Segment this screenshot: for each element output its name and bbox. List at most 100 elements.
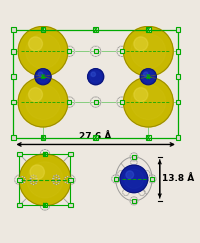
Circle shape: [67, 56, 68, 57]
Circle shape: [41, 44, 42, 45]
Circle shape: [143, 85, 144, 86]
Circle shape: [120, 96, 121, 97]
Circle shape: [39, 57, 40, 58]
Circle shape: [91, 48, 92, 49]
Circle shape: [17, 184, 18, 185]
Circle shape: [127, 51, 128, 52]
Circle shape: [39, 65, 40, 66]
Circle shape: [44, 89, 45, 90]
Circle shape: [119, 181, 120, 182]
Circle shape: [39, 96, 40, 97]
Circle shape: [59, 181, 60, 182]
FancyBboxPatch shape: [41, 27, 45, 32]
Circle shape: [73, 54, 74, 55]
Circle shape: [126, 79, 173, 127]
Circle shape: [126, 171, 134, 179]
Circle shape: [41, 63, 42, 64]
Circle shape: [74, 176, 75, 177]
Circle shape: [46, 96, 47, 97]
Circle shape: [144, 57, 145, 58]
Circle shape: [66, 182, 67, 183]
Circle shape: [149, 89, 150, 90]
Circle shape: [123, 194, 124, 195]
Circle shape: [30, 165, 44, 179]
Circle shape: [46, 159, 47, 160]
Circle shape: [143, 59, 144, 60]
Circle shape: [123, 26, 173, 76]
Circle shape: [144, 96, 145, 97]
Circle shape: [26, 34, 60, 69]
Circle shape: [120, 56, 121, 57]
FancyBboxPatch shape: [176, 27, 180, 32]
Circle shape: [36, 69, 51, 85]
Circle shape: [44, 36, 45, 37]
Circle shape: [73, 105, 74, 106]
FancyBboxPatch shape: [11, 100, 16, 104]
Circle shape: [149, 36, 150, 37]
Circle shape: [46, 117, 47, 118]
FancyBboxPatch shape: [17, 152, 22, 156]
Circle shape: [143, 68, 144, 69]
FancyBboxPatch shape: [132, 155, 136, 159]
Circle shape: [151, 122, 152, 123]
FancyBboxPatch shape: [43, 203, 47, 208]
Circle shape: [49, 154, 50, 155]
Circle shape: [74, 182, 75, 183]
Circle shape: [155, 176, 156, 177]
Circle shape: [123, 56, 124, 57]
Circle shape: [152, 59, 153, 60]
Circle shape: [112, 181, 113, 182]
Circle shape: [112, 176, 113, 177]
Circle shape: [24, 177, 25, 178]
Circle shape: [123, 77, 173, 127]
Circle shape: [137, 162, 138, 163]
Circle shape: [149, 97, 150, 98]
Circle shape: [152, 93, 153, 94]
Circle shape: [46, 57, 47, 58]
Circle shape: [114, 174, 115, 175]
Circle shape: [146, 72, 147, 73]
Circle shape: [20, 29, 68, 76]
Circle shape: [114, 182, 115, 183]
Circle shape: [137, 159, 138, 160]
Circle shape: [38, 59, 39, 60]
FancyBboxPatch shape: [68, 152, 73, 156]
Circle shape: [131, 34, 166, 69]
Circle shape: [137, 154, 138, 155]
Circle shape: [144, 171, 145, 172]
Circle shape: [143, 93, 144, 94]
FancyBboxPatch shape: [176, 100, 180, 104]
Circle shape: [33, 177, 34, 178]
Circle shape: [41, 72, 42, 73]
Circle shape: [56, 184, 57, 185]
FancyBboxPatch shape: [11, 74, 16, 79]
Circle shape: [35, 69, 51, 85]
Circle shape: [33, 184, 34, 185]
Circle shape: [137, 198, 138, 199]
FancyBboxPatch shape: [68, 203, 73, 208]
FancyBboxPatch shape: [132, 199, 136, 203]
Circle shape: [58, 183, 59, 184]
FancyBboxPatch shape: [41, 135, 45, 140]
Circle shape: [155, 181, 156, 182]
FancyBboxPatch shape: [120, 49, 124, 53]
Circle shape: [65, 177, 66, 178]
FancyBboxPatch shape: [17, 178, 22, 182]
Circle shape: [128, 194, 129, 195]
FancyBboxPatch shape: [67, 100, 71, 104]
Circle shape: [152, 40, 153, 41]
Circle shape: [44, 80, 45, 81]
Circle shape: [44, 63, 45, 64]
Circle shape: [39, 117, 40, 118]
Circle shape: [138, 156, 139, 157]
FancyBboxPatch shape: [11, 49, 16, 54]
Circle shape: [39, 87, 40, 88]
Circle shape: [88, 69, 104, 85]
Circle shape: [39, 122, 40, 123]
Circle shape: [146, 63, 147, 64]
Circle shape: [148, 176, 149, 177]
Circle shape: [46, 82, 47, 83]
Circle shape: [117, 105, 118, 106]
Circle shape: [144, 62, 145, 63]
Circle shape: [116, 102, 117, 103]
